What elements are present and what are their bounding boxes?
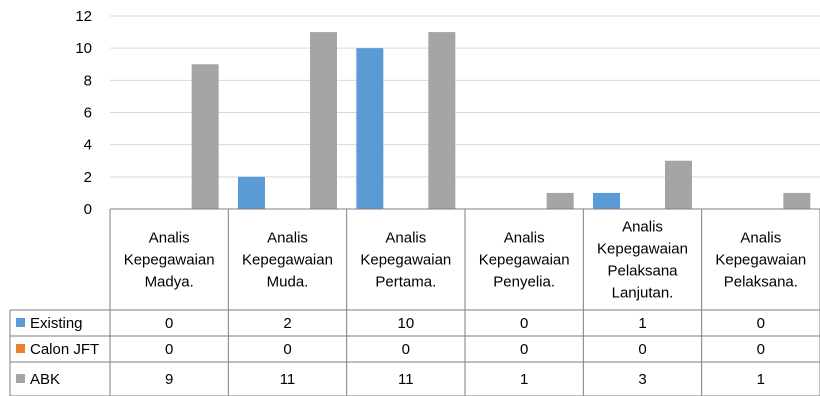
table-cell-value: 0 xyxy=(283,341,291,358)
y-tick-label: 4 xyxy=(84,137,92,154)
table-cell-value: 9 xyxy=(165,371,173,388)
y-tick-label: 2 xyxy=(84,169,92,186)
table-cell-value: 1 xyxy=(757,371,765,388)
table-cell-value: 1 xyxy=(638,315,646,332)
bars xyxy=(191,32,811,210)
y-axis-ticks: 0 2 4 6 8 10 12 xyxy=(75,8,92,218)
category-label: Analis Kepegawaian Pelaksana. xyxy=(715,230,806,291)
table-cell-value: 0 xyxy=(520,315,528,332)
table-cell-value: 0 xyxy=(165,315,173,332)
bar-abk xyxy=(310,32,337,210)
table-cell-value: 0 xyxy=(638,341,646,358)
table-cell-value: 2 xyxy=(283,315,291,332)
table-cell-value: 0 xyxy=(520,341,528,358)
bar-existing xyxy=(593,192,620,209)
gridlines xyxy=(110,15,820,210)
series-name: Calon JFT xyxy=(30,341,99,358)
table-cell-value: 1 xyxy=(520,371,528,388)
bar-abk xyxy=(428,32,456,210)
bar-existing xyxy=(356,48,384,209)
y-tick-label: 6 xyxy=(84,105,92,122)
y-tick-label: 8 xyxy=(84,72,92,89)
series-name: ABK xyxy=(30,371,60,388)
table-cell-value: 10 xyxy=(397,315,414,332)
data-table: Analis Kepegawaian Madya. Analis Kepegawaian… xyxy=(9,208,820,396)
bar-existing xyxy=(238,176,265,209)
bar-abk xyxy=(665,160,692,209)
bar-abk xyxy=(191,64,219,209)
category-label: Analis Kepegawaian Pelaksana Lanjutan. xyxy=(597,219,688,302)
category-label: Analis Kepegawaian Madya. xyxy=(124,230,215,291)
bar-abk xyxy=(783,192,811,209)
category-label: Analis Kepegawaian Pertama. xyxy=(360,230,451,291)
y-tick-label: 10 xyxy=(75,40,92,57)
table-cell-value: 0 xyxy=(402,341,410,358)
table-cell-value: 0 xyxy=(757,315,765,332)
series-name: Existing xyxy=(30,315,83,332)
bar-abk xyxy=(546,192,574,209)
legend-key-existing xyxy=(16,318,25,327)
y-tick-label: 12 xyxy=(75,8,92,25)
legend-key-abk xyxy=(16,374,25,383)
category-label: Analis Kepegawaian Muda. xyxy=(242,230,333,291)
table-cell-value: 3 xyxy=(638,371,646,388)
table-cell-value: 0 xyxy=(165,341,173,358)
y-tick-label: 0 xyxy=(84,201,92,218)
category-label: Analis Kepegawaian Penyelia. xyxy=(479,230,570,291)
table-cell-value: 11 xyxy=(398,371,414,388)
table-cell-value: 11 xyxy=(280,371,296,388)
legend-key-calon-jft xyxy=(16,344,25,353)
table-cell-value: 0 xyxy=(757,341,765,358)
